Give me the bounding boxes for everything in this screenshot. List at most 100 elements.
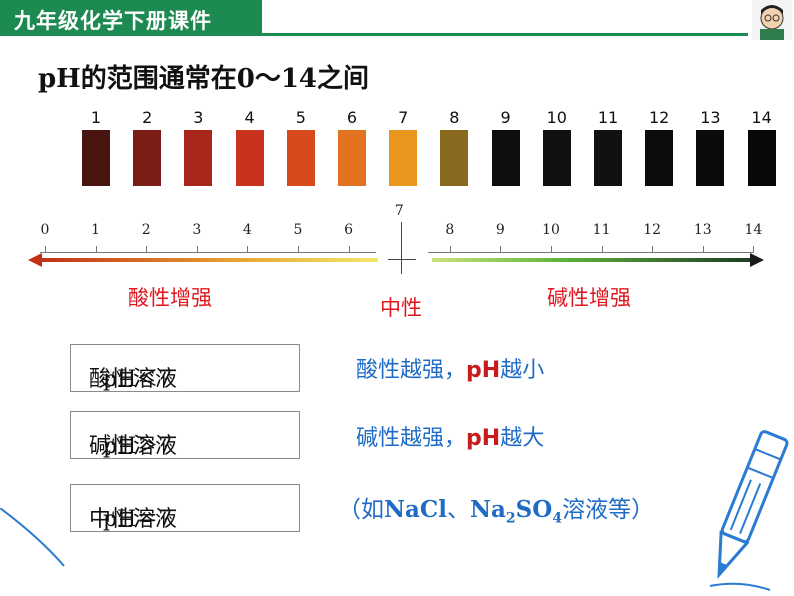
rule-suffix: 越大 [500, 426, 545, 451]
ph-strip-1 [82, 130, 110, 186]
ph-strip-8 [440, 130, 469, 186]
strip-number: 9 [500, 108, 511, 127]
slide-title: pH的范围通常在0～14之间 [38, 64, 370, 94]
scale-tick-label: 14 [744, 222, 763, 238]
example-sep: 、 [446, 497, 470, 523]
neutral-label: 中性 [380, 296, 422, 320]
strip-number: 8 [449, 108, 460, 127]
strip-number: 4 [244, 108, 255, 127]
scale-tick [45, 246, 46, 253]
scale-tick-label: 7 [394, 203, 404, 219]
strip-number: 2 [142, 108, 153, 127]
example-open: （如 [338, 497, 384, 523]
base-gradient-arrow [432, 258, 752, 262]
scale-tick-label: 13 [693, 222, 712, 238]
box-label: 碱性溶液 [89, 434, 178, 459]
scale-tick [753, 246, 755, 253]
scale-tick [652, 246, 654, 253]
decorative-corner-line [0, 508, 65, 567]
teacher-avatar-icon [752, 0, 792, 40]
scale-tick [601, 246, 603, 253]
strip-number: 6 [346, 108, 358, 127]
box-label: 酸性溶液 [89, 367, 178, 392]
ph-strip-2 [133, 130, 162, 186]
base-stronger-label: 碱性增强 [547, 286, 631, 310]
ph-strip-12 [645, 130, 674, 186]
strip-number: 13 [700, 108, 721, 127]
scale-tick [702, 246, 704, 253]
scale-tick [146, 246, 148, 253]
scale-tick-label: 10 [542, 222, 560, 238]
ph-strip-10 [542, 130, 571, 186]
scale-tick [348, 246, 350, 253]
ph-condition: pH＞7 [103, 434, 173, 459]
scale-tick-label: 5 [293, 222, 303, 238]
scale-tick-label: 8 [445, 222, 455, 238]
scale-tick [500, 246, 502, 253]
rule-suffix: 越小 [500, 358, 545, 383]
example-tail: 溶液等） [562, 497, 655, 523]
scale-tick-label: 12 [643, 222, 662, 238]
left-arrow-icon [28, 253, 42, 267]
scale-tick-label: 6 [344, 222, 354, 238]
base-rule: 碱性越强，pH越大 [356, 420, 544, 452]
ph-strip-6 [338, 130, 366, 186]
pen-icon [709, 430, 789, 591]
ph-condition: pH＝7 [103, 507, 173, 532]
scale-tick [298, 246, 299, 253]
scale-tick-label: 11 [592, 222, 611, 238]
scale-tick-label: 2 [141, 222, 151, 238]
header-title: 九年级化学下册课件 [14, 9, 212, 33]
ph-strip-11 [594, 130, 622, 186]
scale-line-left [40, 252, 376, 253]
strip-number: 11 [597, 108, 619, 127]
right-arrow-icon [750, 253, 764, 267]
scale-tick [95, 246, 97, 253]
strip-number: 1 [90, 108, 102, 127]
strip-number: 12 [649, 108, 670, 127]
scale-tick-label: 1 [91, 222, 101, 238]
ph-strip-7 [389, 130, 418, 186]
neutral-solution-box: 中性溶液 pH＝7 [70, 484, 300, 532]
neutral-example: （如NaCl、Na2SO4溶液等） [338, 490, 654, 527]
neutral-marker-vertical [401, 222, 402, 274]
scale-tick-label: 3 [192, 222, 202, 238]
acid-gradient-arrow [40, 258, 378, 262]
rule-ph: pH [466, 426, 501, 451]
scale-line-right [428, 252, 754, 253]
rule-prefix: 碱性越强， [356, 426, 467, 451]
scale-tick-label: 4 [242, 222, 252, 238]
acid-rule: 酸性越强，pH越小 [356, 352, 544, 384]
example-sub4: 4 [552, 510, 563, 527]
ph-strip-9 [491, 130, 520, 186]
scale-tick-label: 0 [40, 222, 50, 238]
acid-stronger-label: 酸性增强 [128, 286, 212, 310]
scale-tick-label: 9 [495, 222, 505, 238]
rule-ph: pH [466, 358, 501, 383]
strip-number: 10 [546, 108, 567, 127]
ph-strip-13 [696, 130, 725, 186]
basic-solution-box: 碱性溶液 pH＞7 [70, 411, 300, 459]
ph-strip-14 [747, 130, 776, 186]
neutral-marker-horizontal [388, 259, 416, 260]
strip-number: 3 [193, 108, 204, 127]
ph-strip-3 [184, 130, 213, 186]
ph-strip-4 [235, 130, 264, 186]
scale-tick [551, 246, 552, 253]
strip-number: 7 [398, 108, 409, 127]
ph-strip-5 [286, 130, 315, 186]
strip-number: 14 [751, 108, 772, 127]
example-nacl: NaCl [384, 496, 447, 523]
scale-tick [196, 246, 198, 253]
box-label: 中性溶液 [89, 507, 178, 532]
scale-tick [247, 246, 249, 253]
example-sub2: 2 [505, 510, 516, 527]
rule-prefix: 酸性越强， [356, 358, 467, 383]
scale-tick [449, 246, 451, 253]
header-bar: 九年级化学下册课件 [0, 0, 262, 36]
example-na: Na [469, 496, 506, 523]
ph-condition: pH＜7 [103, 367, 173, 392]
example-so: SO [515, 496, 553, 523]
strip-number: 5 [295, 108, 306, 127]
acidic-solution-box: 酸性溶液 pH＜7 [70, 344, 300, 392]
